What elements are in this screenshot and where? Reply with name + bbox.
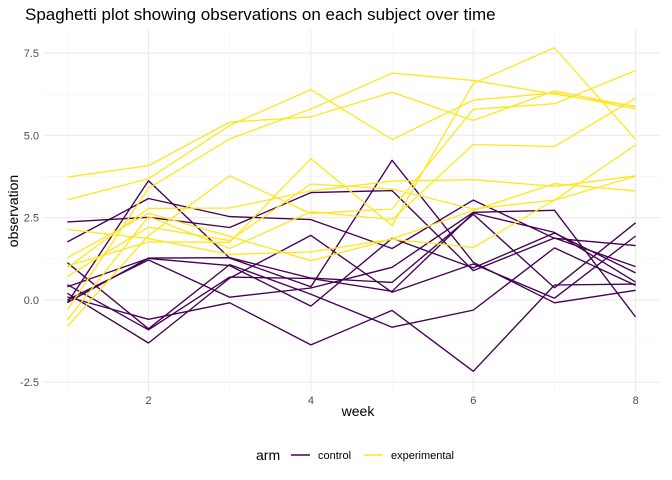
series-line-experimental bbox=[67, 175, 636, 269]
legend: arm control experimental bbox=[256, 447, 454, 463]
series-line-experimental bbox=[66, 69, 636, 327]
series-line-control bbox=[66, 247, 636, 330]
y-axis-ticks: -2.5 0.0 2.5 5.0 7.5 bbox=[20, 48, 39, 389]
series-line-experimental bbox=[66, 97, 636, 321]
series-line-control bbox=[66, 159, 636, 304]
x-tick-label: 2 bbox=[145, 395, 151, 407]
series-line-control bbox=[67, 213, 637, 304]
series-line-control bbox=[67, 283, 636, 372]
x-axis-title: week bbox=[341, 403, 376, 419]
series-line-experimental bbox=[67, 90, 636, 178]
chart-title: Spaghetti plot showing observations on e… bbox=[25, 5, 496, 24]
series-line-experimental bbox=[67, 175, 636, 256]
y-tick-label: 2.5 bbox=[24, 213, 39, 225]
x-tick-label: 8 bbox=[633, 395, 639, 407]
series-line-experimental bbox=[67, 47, 637, 267]
x-tick-label: 4 bbox=[308, 395, 314, 407]
y-axis-title: observation bbox=[5, 175, 21, 247]
x-axis-ticks: 2 4 6 8 bbox=[145, 395, 638, 407]
legend-title: arm bbox=[256, 447, 280, 463]
series-line-control bbox=[67, 232, 636, 307]
series-line-experimental bbox=[67, 183, 636, 262]
y-tick-label: -2.5 bbox=[20, 377, 39, 389]
y-tick-label: 0.0 bbox=[24, 295, 39, 307]
series-lines bbox=[66, 47, 637, 372]
series-line-control bbox=[67, 197, 636, 250]
legend-label-experimental: experimental bbox=[391, 450, 454, 462]
legend-label-control: control bbox=[318, 450, 351, 462]
y-tick-label: 5.0 bbox=[24, 130, 39, 142]
x-tick-label: 6 bbox=[470, 395, 476, 407]
y-tick-label: 7.5 bbox=[24, 48, 39, 60]
series-line-experimental bbox=[66, 72, 636, 311]
series-line-control bbox=[67, 209, 637, 318]
series-line-experimental bbox=[67, 88, 636, 201]
series-line-control bbox=[67, 212, 636, 331]
series-line-control bbox=[67, 234, 637, 344]
